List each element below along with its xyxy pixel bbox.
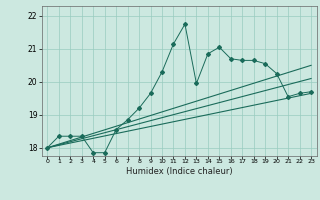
X-axis label: Humidex (Indice chaleur): Humidex (Indice chaleur) [126,167,233,176]
